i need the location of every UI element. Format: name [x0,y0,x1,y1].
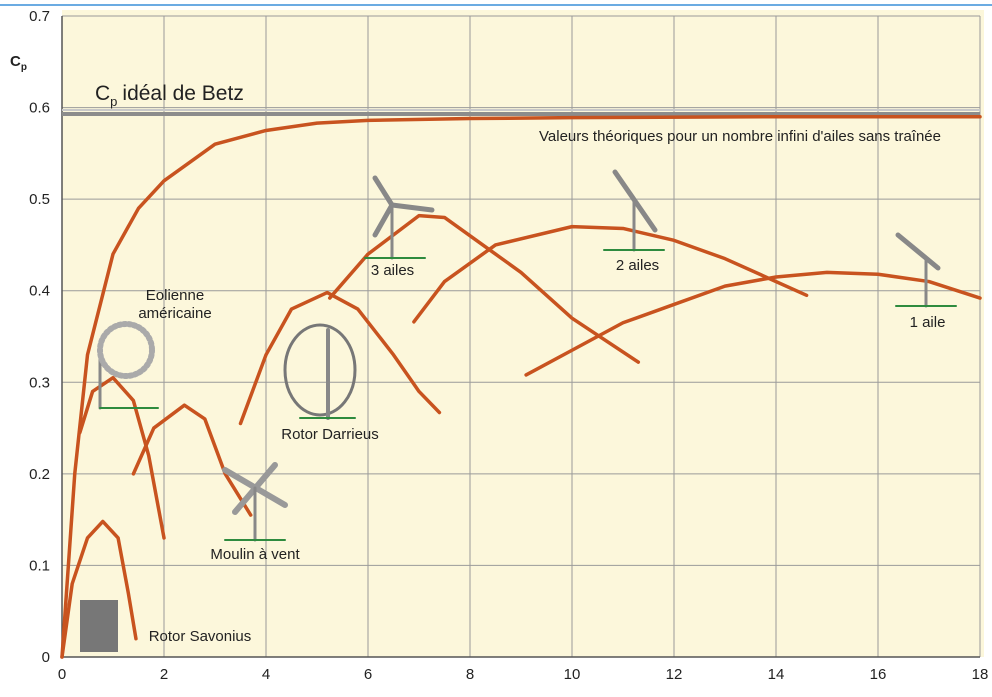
curve [60,114,982,659]
blade [895,232,941,271]
betz-label: Cp idéal de Betz [95,82,244,109]
betz-symbol: C [95,82,110,105]
curve [328,213,641,364]
y-tick-label: 0.2 [29,466,50,483]
x-tick-label: 0 [58,666,66,683]
curve-label: 2 ailes [615,257,660,274]
curve-label: Moulin à vent [210,546,300,563]
curves [60,114,982,659]
curve-label: Rotor Darrieus [281,426,379,443]
icons [80,169,957,652]
y-tick-label: 0.3 [29,374,50,391]
curve [131,403,253,517]
x-tick-label: 6 [364,666,372,683]
blade [372,202,395,238]
y-axis-symbol: C [10,53,21,70]
y-tick-label: 0.6 [29,100,50,117]
y-tick-label: 0.5 [29,191,50,208]
savonius-icon [80,600,118,652]
betz-text: idéal de Betz [122,82,243,105]
x-tick-label: 16 [870,666,887,683]
curve-label: Valeurs théoriques pour un nombre infini… [539,128,941,145]
curve-label: 3 ailes [370,262,415,279]
y-axis-subscript: p [21,62,27,73]
curve-label: Rotor Savonius [148,628,252,645]
y-tick-label: 0.7 [29,8,50,25]
x-tick-label: 8 [466,666,474,683]
grid [61,15,981,658]
curve [524,270,982,377]
darrieus-icon [283,323,357,417]
american-rotor [97,321,155,379]
blade [372,175,395,208]
blade [389,202,435,213]
x-tick-label: 2 [160,666,168,683]
curve [412,224,809,324]
y-axis-label: Cp [10,53,27,73]
x-tick-label: 10 [564,666,581,683]
curve-label: 1 aile [909,314,946,331]
curve [60,519,138,659]
y-tick-label: 0 [42,649,50,666]
x-tick-label: 14 [768,666,785,683]
y-tick-label: 0.1 [29,557,50,574]
curve-label: Eolienne américaine [138,287,212,322]
curve [238,290,442,426]
x-tick-label: 4 [262,666,270,683]
y-tick-label: 0.4 [29,283,50,300]
x-tick-label: 18 [972,666,989,683]
x-tick-label: 12 [666,666,683,683]
curve [78,375,166,540]
betz-subscript: p [110,94,117,109]
